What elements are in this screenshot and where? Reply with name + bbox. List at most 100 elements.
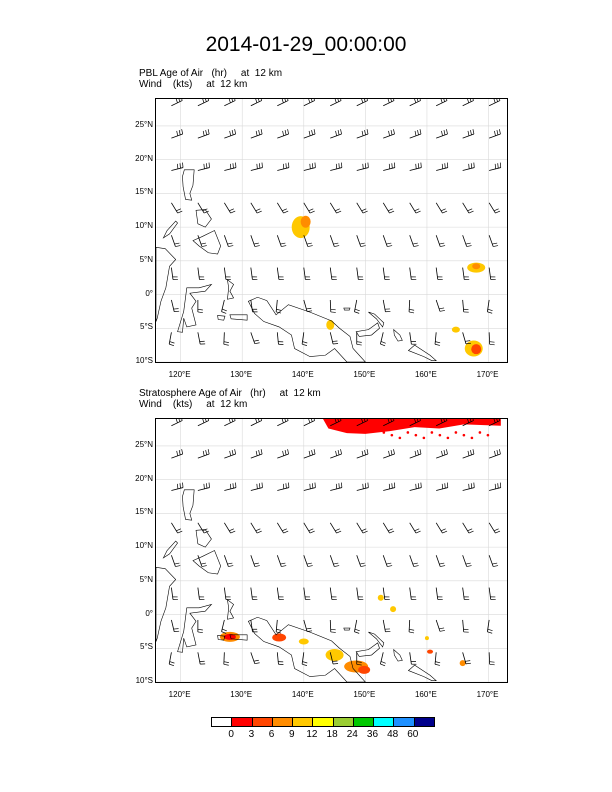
wind-barb	[382, 619, 391, 633]
wind-barb	[170, 267, 178, 280]
wind-barb	[383, 129, 395, 139]
wind-barb	[303, 235, 313, 247]
stratosphere-map-panel	[155, 418, 508, 683]
wind-barb	[382, 202, 395, 214]
wind-barb	[197, 482, 210, 491]
strat-age-patch	[427, 649, 434, 654]
stratosphere-fragment	[446, 436, 450, 440]
wind-barb	[171, 555, 181, 567]
wind-barb	[276, 267, 284, 280]
lat-tick-label: 15°N	[135, 507, 153, 517]
wind-barb	[462, 235, 472, 247]
wind-barb	[250, 482, 263, 491]
wind-barb	[488, 419, 501, 427]
wind-barb	[383, 482, 396, 491]
wind-barb	[356, 449, 369, 459]
bougainville-coastline	[393, 648, 403, 662]
strat-age-patch	[424, 636, 429, 641]
lon-tick-label: 130°E	[230, 690, 253, 699]
wind-barb	[488, 202, 501, 214]
wind-barb	[223, 587, 231, 600]
wind-barb	[409, 419, 421, 427]
panel2-label-line2: Wind (kts) at 12 km	[139, 399, 248, 410]
lon-tick-label: 170°E	[476, 370, 499, 379]
new-ireland-coastline	[368, 311, 385, 328]
wind-barb	[197, 619, 203, 634]
strat-age-patch	[298, 638, 309, 645]
wind-barb	[277, 99, 289, 107]
wind-barb	[303, 555, 313, 567]
wind-barb	[356, 129, 369, 139]
wind-barb	[409, 235, 419, 247]
colorbar-tick-label: 18	[326, 729, 338, 740]
wind-barb	[409, 267, 417, 280]
sulawesi-coastline	[177, 283, 213, 333]
wind-barb	[250, 555, 260, 567]
wind-barb	[329, 202, 342, 214]
wind-barb	[436, 449, 448, 459]
stratosphere-fragment	[414, 433, 418, 437]
colorbar-swatch	[394, 718, 415, 726]
lat-tick-label: 10°S	[135, 356, 153, 365]
wind-barb	[330, 129, 342, 139]
wind-barb	[488, 235, 499, 247]
panel1-label-line2: Wind (kts) at 12 km	[139, 79, 248, 90]
stratosphere-intrusion-band	[323, 419, 501, 434]
wind-barb	[435, 619, 445, 632]
wind-barb	[250, 299, 258, 313]
colorbar-tick-label: 48	[387, 729, 399, 740]
wind-barb	[356, 162, 369, 171]
wind-barb	[250, 587, 258, 600]
wind-barb	[489, 129, 501, 139]
wind-barb	[171, 449, 184, 459]
wind-barb	[489, 162, 502, 171]
visayas-coastline	[195, 529, 212, 548]
pbl-map-canvas	[156, 99, 507, 362]
pbl-age-patch	[326, 319, 335, 330]
buru-coastline	[217, 315, 226, 321]
wind-barb	[303, 619, 313, 632]
pbl-age-patch	[472, 263, 481, 270]
colorbar-tick-label: 9	[288, 729, 295, 740]
wind-barb	[435, 299, 445, 312]
wind-barb	[356, 99, 368, 107]
borneo-coastline	[156, 567, 177, 642]
wind-barb	[435, 267, 443, 280]
wind-barb	[250, 202, 262, 214]
wind-barb	[275, 299, 282, 314]
colorbar-swatch	[232, 718, 253, 726]
wind-barb	[197, 235, 207, 247]
strat-age-patch	[459, 660, 466, 667]
wind-barb	[224, 482, 237, 491]
wind-barb	[197, 99, 210, 107]
new-britain-coastline	[355, 322, 380, 337]
wind-barb	[329, 299, 336, 313]
wind-barb	[488, 587, 496, 600]
wind-barb	[409, 522, 421, 534]
wind-barb	[277, 129, 289, 139]
wind-barb	[276, 522, 289, 534]
stratosphere-fragment	[486, 433, 490, 437]
seram-coastline	[229, 634, 248, 641]
wind-barb	[434, 652, 441, 666]
panel1-label-line1: PBL Age of Air (hr) at 12 km	[139, 68, 283, 79]
stratosphere-fragment	[470, 436, 474, 440]
wind-barb	[435, 235, 446, 247]
wind-barb	[223, 235, 234, 247]
wind-barb	[330, 419, 342, 427]
wind-barb	[408, 299, 415, 314]
wind-barb	[276, 587, 284, 600]
lon-tick-label: 120°E	[168, 690, 191, 699]
colorbar-swatch	[293, 718, 314, 726]
wind-barb	[330, 482, 343, 491]
wind-barb	[356, 652, 362, 666]
wind-barb	[488, 267, 496, 280]
wind-barb	[277, 162, 290, 171]
wind-barb	[462, 162, 475, 171]
wind-barb	[171, 619, 180, 632]
luzon-coastline	[182, 169, 195, 201]
wind-barb	[197, 449, 210, 459]
wind-barb	[329, 619, 336, 633]
wind-barb	[276, 652, 284, 665]
wind-barb	[224, 162, 237, 171]
